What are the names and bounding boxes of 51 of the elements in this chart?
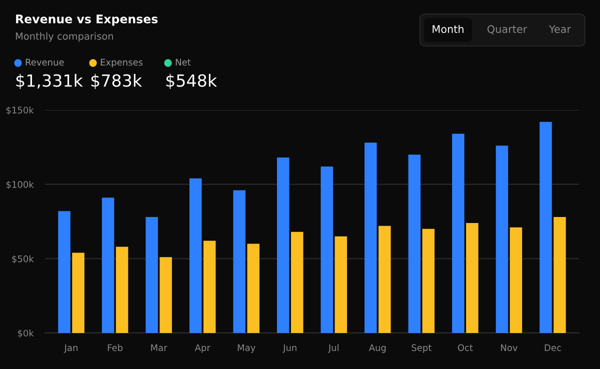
- y-tick-label: $150k: [6, 106, 34, 115]
- x-tick-label: Apr: [194, 344, 210, 353]
- x-tick-label: Nov: [501, 344, 518, 352]
- x-tick-label: Oct: [458, 344, 473, 352]
- text: Year: [548, 25, 572, 34]
- bar: [554, 217, 566, 333]
- bar: [160, 257, 172, 333]
- y-tick-label: $0k: [18, 330, 34, 338]
- legend-label: Expenses: [100, 58, 143, 68]
- text: $548k: [166, 74, 218, 90]
- x-tick-label: Jun: [282, 344, 296, 353]
- bar: [203, 240, 216, 333]
- chart-subtitle: Monthly comparison: [16, 32, 113, 42]
- bar: [422, 228, 435, 333]
- bar: [496, 146, 508, 333]
- text: $1,331k: [16, 74, 83, 90]
- bar: [466, 222, 478, 333]
- bar: [540, 122, 552, 333]
- legend-label: Revenue: [26, 58, 64, 66]
- x-tick-label: May: [238, 344, 256, 353]
- legend-label: Net: [176, 58, 191, 66]
- chart-title: Revenue vs Expenses: [16, 14, 158, 26]
- bar: [290, 232, 304, 333]
- bar: [276, 158, 290, 333]
- bar: [510, 227, 522, 333]
- bar: [58, 211, 70, 333]
- bar: [378, 226, 391, 333]
- x-tick-label: Dec: [544, 344, 561, 352]
- x-tick-label: Aug: [368, 344, 386, 353]
- y-tick-label: $50k: [12, 255, 34, 264]
- bar: [364, 142, 377, 333]
- x-tick-label: Sept: [412, 344, 432, 353]
- x-tick-label: Feb: [108, 344, 123, 352]
- bar: [102, 198, 114, 333]
- bar: [247, 244, 260, 333]
- text: $783k: [91, 74, 142, 90]
- bar: [408, 154, 421, 333]
- text: Month: [432, 24, 464, 34]
- x-tick-label: Jan: [64, 344, 78, 353]
- bar: [320, 166, 334, 333]
- y-tick-label: $100k: [6, 180, 34, 190]
- bar: [72, 252, 84, 333]
- bar: [233, 190, 246, 333]
- bar: [146, 217, 158, 333]
- x-tick-label: Jul: [328, 344, 338, 353]
- bar: [452, 134, 464, 333]
- bar: [334, 236, 348, 333]
- x-tick-label: Mar: [151, 344, 168, 352]
- bar: [116, 246, 128, 333]
- text: Quarter: [487, 25, 528, 34]
- bar: [189, 178, 202, 333]
